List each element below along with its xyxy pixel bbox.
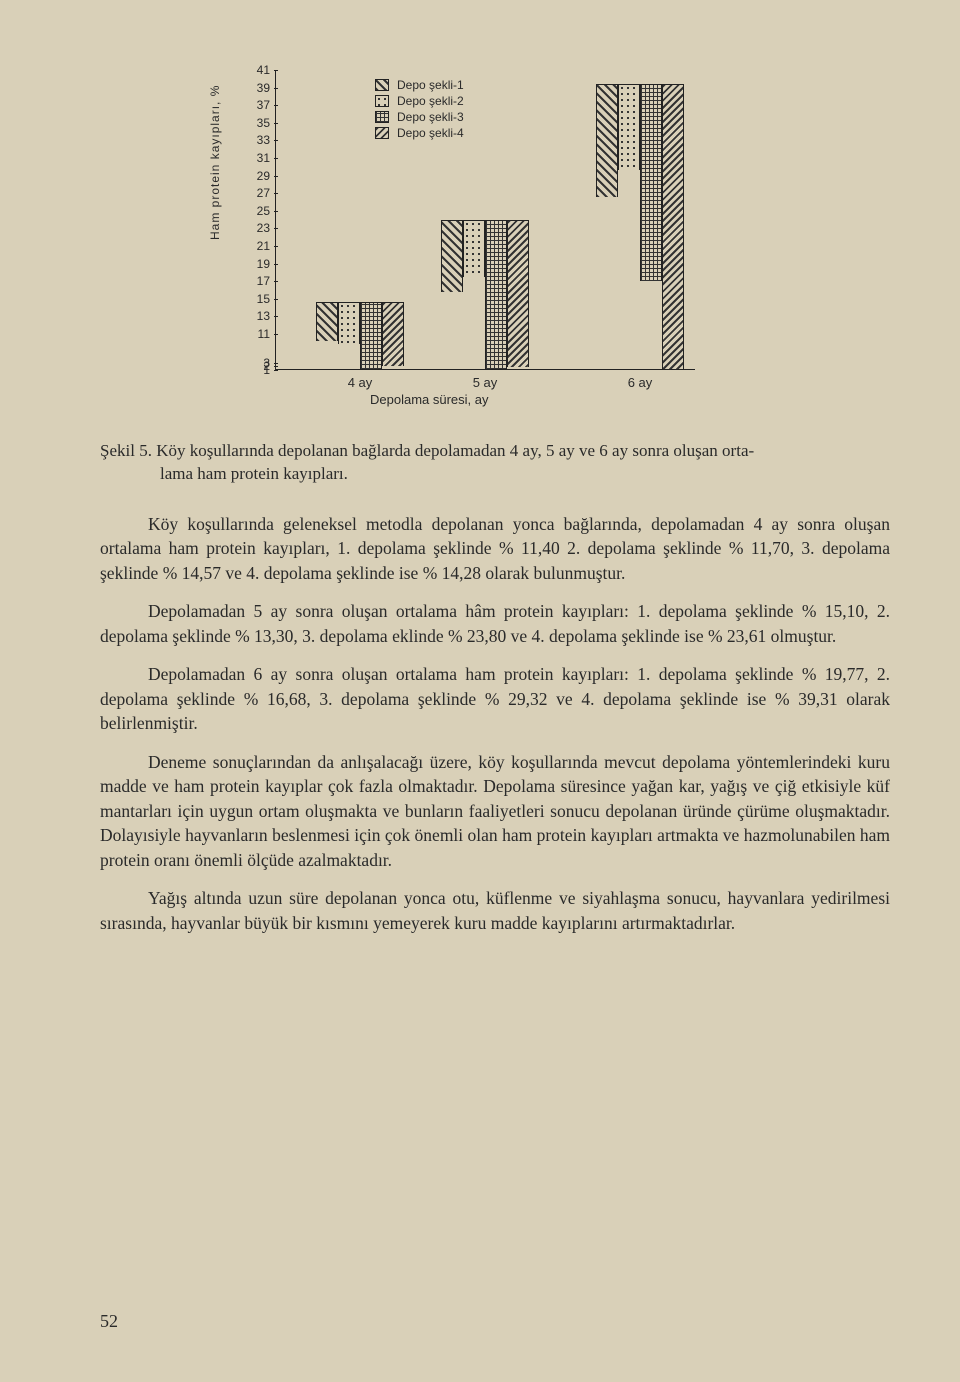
x-label-2: 6 ay bbox=[610, 375, 670, 390]
y-tick-13: 13 bbox=[248, 309, 270, 323]
chart-plot-area bbox=[275, 70, 695, 370]
x-axis-label: Depolama süresi, ay bbox=[370, 392, 489, 407]
bar-2-1 bbox=[618, 84, 640, 170]
bar-1-3 bbox=[507, 220, 529, 367]
y-tick-37: 37 bbox=[248, 98, 270, 112]
figure-5: Ham protein kayıpları, % 413937353331292… bbox=[220, 70, 720, 430]
paragraph-1: Depolamadan 5 ay sonra oluşan ortalama h… bbox=[100, 599, 890, 648]
y-tick-29: 29 bbox=[248, 169, 270, 183]
y-tick-39: 39 bbox=[248, 81, 270, 95]
legend-item-0: Depo şekli-1 bbox=[375, 78, 464, 92]
legend-item-1: Depo şekli-2 bbox=[375, 94, 464, 108]
legend-item-2: Depo şekli-3 bbox=[375, 110, 464, 124]
x-label-0: 4 ay bbox=[330, 375, 390, 390]
paragraph-2: Depolamadan 6 ay sonra oluşan ortalama h… bbox=[100, 662, 890, 736]
caption-label: Şekil 5. bbox=[100, 441, 152, 460]
bar-1-1 bbox=[463, 220, 485, 276]
y-tick-17: 17 bbox=[248, 274, 270, 288]
y-tick-21: 21 bbox=[248, 239, 270, 253]
y-tick-33: 33 bbox=[248, 133, 270, 147]
y-tick-23: 23 bbox=[248, 221, 270, 235]
chart-legend: Depo şekli-1 Depo şekli-2 Depo şekli-3 Depo… bbox=[375, 78, 464, 142]
legend-swatch-0 bbox=[375, 79, 389, 91]
figure-caption: Şekil 5. Köy koşullarında depolanan bağl… bbox=[100, 440, 890, 486]
body-text: Köy koşullarında geleneksel metodla depo… bbox=[100, 512, 890, 936]
bar-2-2 bbox=[640, 84, 662, 281]
y-tick-31: 31 bbox=[248, 151, 270, 165]
y-axis-label: Ham protein kayıpları, % bbox=[208, 85, 222, 240]
x-label-1: 5 ay bbox=[455, 375, 515, 390]
y-tick-15: 15 bbox=[248, 292, 270, 306]
bar-2-0 bbox=[596, 84, 618, 197]
paragraph-0: Köy koşullarında geleneksel metodla depo… bbox=[100, 512, 890, 586]
y-tick-27: 27 bbox=[248, 186, 270, 200]
legend-swatch-1 bbox=[375, 95, 389, 107]
bar-group-1 bbox=[441, 220, 529, 369]
legend-label-2: Depo şekli-3 bbox=[397, 110, 464, 124]
bar-0-1 bbox=[338, 302, 360, 344]
legend-swatch-2 bbox=[375, 111, 389, 123]
page-number: 52 bbox=[100, 1311, 118, 1332]
caption-text-line2: lama ham protein kayıpları. bbox=[160, 464, 348, 483]
bar-2-3 bbox=[662, 84, 684, 369]
legend-label-3: Depo şekli-4 bbox=[397, 126, 464, 140]
y-tick-25: 25 bbox=[248, 204, 270, 218]
bar-1-2 bbox=[485, 220, 507, 369]
bar-group-2 bbox=[596, 84, 684, 369]
legend-item-3: Depo şekli-4 bbox=[375, 126, 464, 140]
y-tick-35: 35 bbox=[248, 116, 270, 130]
y-tick-41: 41 bbox=[248, 63, 270, 77]
bar-0-3 bbox=[382, 302, 404, 367]
legend-label-1: Depo şekli-2 bbox=[397, 94, 464, 108]
legend-swatch-3 bbox=[375, 127, 389, 139]
y-tick-11: 11 bbox=[248, 327, 270, 341]
paragraph-4: Yağış altında uzun süre depolanan yonca … bbox=[100, 886, 890, 935]
y-tick-1: 1 bbox=[248, 363, 270, 377]
bar-0-0 bbox=[316, 302, 338, 342]
bar-group-0 bbox=[316, 302, 404, 369]
paragraph-3: Deneme sonuçlarından da anlışalacağı üze… bbox=[100, 750, 890, 873]
legend-label-0: Depo şekli-1 bbox=[397, 78, 464, 92]
y-tick-19: 19 bbox=[248, 257, 270, 271]
caption-text-line1: Köy koşullarında depolanan bağlarda depo… bbox=[156, 441, 754, 460]
bar-1-0 bbox=[441, 220, 463, 292]
bar-0-2 bbox=[360, 302, 382, 369]
